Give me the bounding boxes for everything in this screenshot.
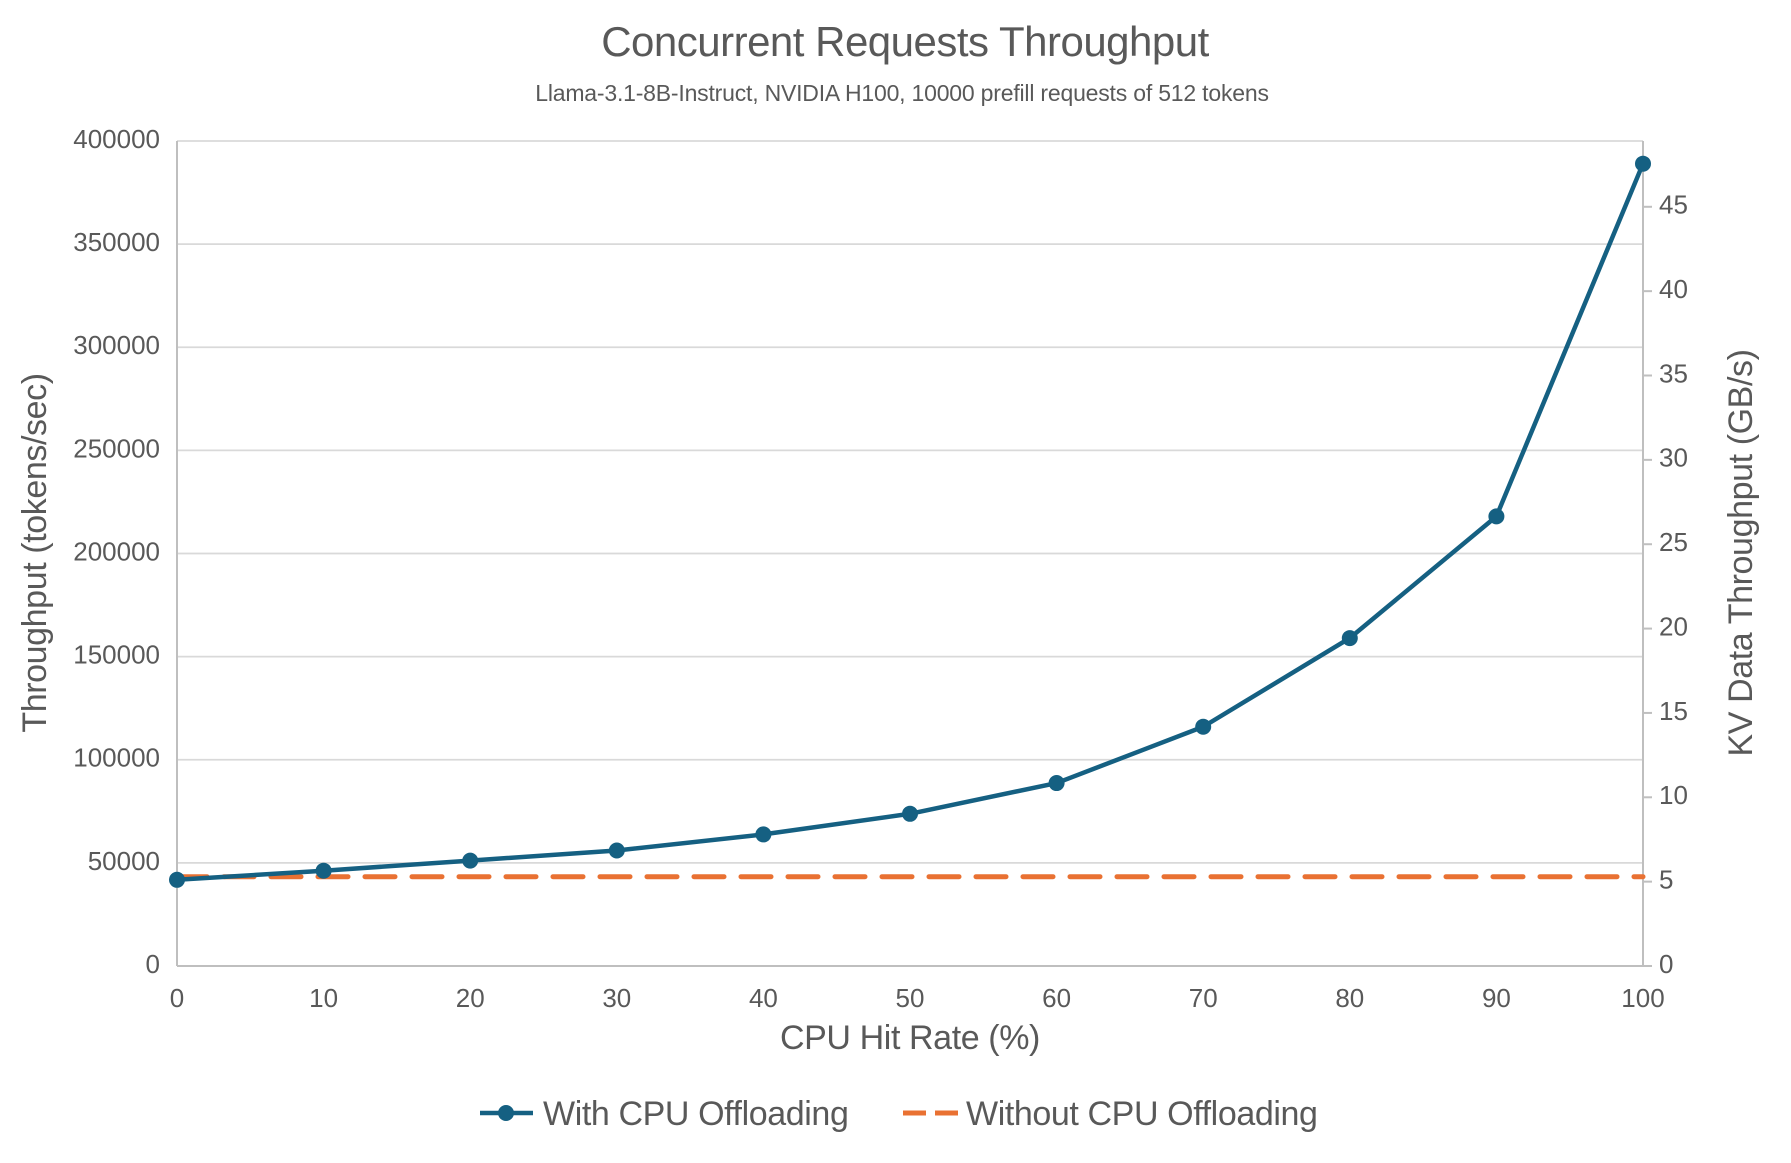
y-tick-label-left: 50000 [88, 846, 160, 876]
x-axis-title: CPU Hit Rate (%) [780, 1019, 1040, 1057]
data-point-marker [755, 826, 772, 843]
tick-labels: 0500001000001500002000002500003000003500… [73, 124, 1688, 1013]
x-tick-label: 70 [1189, 983, 1218, 1013]
chart-title: Concurrent Requests Throughput [601, 18, 1209, 65]
y-tick-label-left: 200000 [73, 536, 160, 566]
y-tick-label-right: 0 [1659, 949, 1673, 979]
y-tick-label-right: 10 [1659, 780, 1688, 810]
data-point-marker [1195, 718, 1212, 735]
legend-item-with-cpu-offloading: With CPU Offloading [480, 1095, 849, 1133]
y-tick-label-right: 15 [1659, 696, 1688, 726]
data-point-marker [1341, 630, 1358, 647]
y-axis-title-left: Throughput (tokens/sec) [16, 373, 54, 732]
data-point-marker [1635, 155, 1651, 172]
legend-label-with-cpu-offloading: With CPU Offloading [543, 1095, 848, 1133]
x-tick-label: 0 [170, 983, 184, 1013]
y-tick-label-right: 30 [1659, 443, 1688, 473]
y-tick-label-right: 20 [1659, 611, 1688, 641]
x-tick-label: 20 [456, 983, 485, 1013]
y-tick-label-left: 150000 [73, 640, 160, 670]
y-tick-label-right: 25 [1659, 527, 1688, 557]
x-tick-label: 50 [896, 983, 925, 1013]
y-tick-label-right: 35 [1659, 358, 1688, 388]
series-layer [169, 155, 1651, 888]
data-point-marker [315, 862, 332, 879]
y-axis-title-right: KV Data Throughput (GB/s) [1722, 349, 1760, 756]
y-tick-label-left: 250000 [73, 433, 160, 463]
data-point-marker [462, 852, 479, 869]
x-tick-label: 80 [1335, 983, 1364, 1013]
gridlines [177, 140, 1643, 864]
x-tick-label: 30 [602, 983, 631, 1013]
y-tick-label-left: 0 [146, 949, 160, 979]
axis-lines [176, 141, 1652, 967]
legend-label-without-cpu-offloading: Without CPU Offloading [966, 1095, 1318, 1133]
chart-subtitle: Llama-3.1-8B-Instruct, NVIDIA H100, 1000… [535, 80, 1269, 106]
x-tick-label: 100 [1621, 983, 1664, 1013]
legend-item-without-cpu-offloading: Without CPU Offloading [903, 1095, 1318, 1133]
data-point-marker [902, 805, 918, 822]
y-tick-label-left: 100000 [73, 743, 160, 773]
data-point-marker [1488, 508, 1505, 525]
data-point-marker [169, 871, 185, 888]
y-tick-label-left: 350000 [73, 227, 160, 257]
y-tick-label-left: 400000 [73, 124, 160, 154]
x-tick-label: 10 [309, 983, 338, 1013]
x-tick-label: 90 [1482, 983, 1511, 1013]
data-point-marker [1048, 775, 1065, 792]
legend: With CPU Offloading Without CPU Offloadi… [480, 1095, 1318, 1133]
y-tick-label-right: 45 [1659, 190, 1688, 220]
data-point-marker [608, 842, 625, 859]
series-line-with-cpu-offloading [174, 161, 1646, 883]
y-tick-label-right: 40 [1659, 274, 1688, 304]
x-tick-label: 40 [749, 983, 778, 1013]
x-tick-label: 60 [1042, 983, 1071, 1013]
y-tick-label-left: 300000 [73, 330, 160, 360]
legend-dot-marker [498, 1105, 514, 1121]
y-tick-label-right: 5 [1659, 865, 1673, 895]
